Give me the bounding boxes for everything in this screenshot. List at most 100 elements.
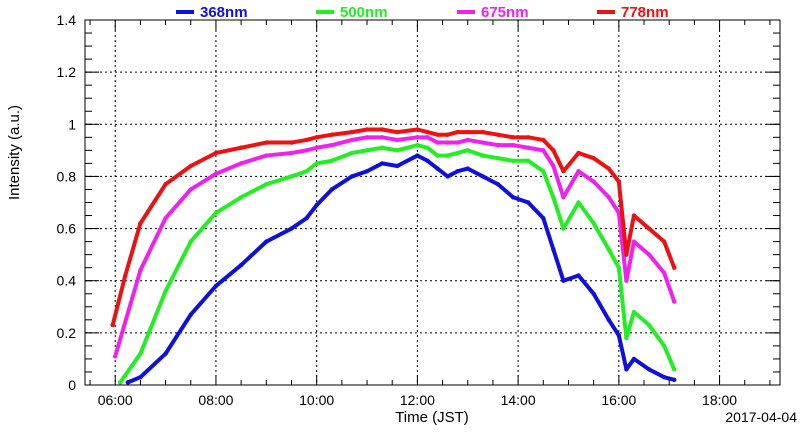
data-point: [616, 179, 622, 184]
data-point: [425, 158, 430, 163]
data-point: [188, 187, 193, 192]
data-point: [304, 169, 309, 174]
data-point: [289, 150, 294, 156]
data-point: [525, 200, 531, 205]
data-point: [213, 283, 219, 289]
series-500nm: [118, 142, 677, 385]
x-tick-label: 10:00: [299, 392, 334, 408]
series-line: [125, 153, 677, 385]
data-point: [425, 129, 430, 135]
data-point: [314, 161, 319, 166]
data-point: [465, 166, 470, 171]
data-point: [646, 226, 652, 231]
data-point: [631, 309, 637, 315]
data-point: [264, 140, 269, 145]
legend-label: 368nm: [200, 4, 248, 21]
data-point: [379, 135, 385, 140]
data-point: [238, 161, 244, 166]
data-point: [445, 132, 450, 137]
data-point: [264, 182, 269, 187]
data-point: [455, 150, 460, 156]
data-point: [125, 380, 131, 385]
data-point: [465, 129, 470, 135]
data-point: [329, 158, 334, 163]
legend-label: 500nm: [340, 4, 388, 21]
data-point: [445, 153, 450, 158]
data-point: [525, 158, 531, 163]
data-point: [616, 265, 622, 270]
series-675nm: [113, 135, 677, 359]
legend-label: 778nm: [621, 4, 669, 21]
data-point: [395, 163, 400, 169]
y-axis-title: Intensity (a.u.): [6, 105, 23, 200]
data-point: [329, 132, 334, 137]
data-point: [624, 335, 629, 341]
data-point: [561, 195, 566, 200]
data-point: [672, 367, 677, 372]
data-point: [364, 169, 370, 174]
data-point: [415, 153, 420, 158]
data-point: [395, 129, 400, 135]
data-point: [631, 356, 637, 362]
data-point: [213, 210, 219, 216]
data-point: [289, 226, 294, 231]
data-point: [510, 158, 516, 163]
data-point: [238, 195, 244, 200]
data-point: [631, 213, 637, 218]
data-point: [395, 137, 400, 143]
data-point: [672, 377, 677, 382]
plot-frame: [84, 19, 781, 386]
data-point: [163, 215, 168, 221]
data-point: [480, 129, 486, 135]
x-tick-label: 18:00: [702, 392, 737, 408]
data-point: [445, 140, 450, 145]
y-tick-label: 1: [68, 116, 76, 132]
data-point: [631, 239, 637, 244]
x-tick-label: 16:00: [601, 392, 636, 408]
data-point: [349, 129, 355, 135]
data-point: [624, 252, 629, 257]
data-point: [480, 140, 486, 145]
data-point: [304, 148, 309, 153]
data-point: [661, 270, 667, 276]
data-point: [606, 317, 611, 323]
data-point: [113, 354, 118, 359]
data-point: [138, 374, 143, 380]
data-point: [445, 174, 450, 179]
data-point: [551, 163, 556, 169]
x-tick-label: 08:00: [198, 392, 233, 408]
data-point: [314, 145, 319, 150]
data-point: [591, 221, 596, 226]
y-tick-label: 1.2: [57, 64, 77, 80]
data-point: [238, 262, 244, 268]
data-point: [480, 153, 486, 158]
data-point: [541, 137, 546, 143]
data-point: [510, 142, 516, 148]
data-point: [138, 221, 143, 226]
x-tick-label: 06:00: [98, 392, 133, 408]
data-point: [425, 135, 430, 140]
data-point: [435, 153, 440, 158]
data-point: [672, 265, 677, 270]
data-point: [118, 380, 123, 385]
data-point: [661, 239, 667, 244]
data-point: [289, 140, 294, 145]
series-368nm: [125, 153, 677, 385]
data-point: [188, 312, 193, 317]
data-point: [435, 132, 440, 137]
y-tick-label: 0.2: [57, 325, 77, 341]
data-point: [525, 135, 531, 140]
data-point: [138, 351, 143, 356]
legend: 368nm 500nm 675nm 778nm: [176, 4, 669, 21]
x-tick-label: 14:00: [501, 392, 536, 408]
data-point: [465, 137, 470, 143]
data-point: [591, 155, 596, 161]
data-point: [616, 210, 622, 216]
data-point: [672, 299, 677, 304]
data-point: [304, 137, 309, 143]
data-point: [646, 252, 652, 257]
data-point: [213, 150, 219, 156]
data-point: [576, 169, 581, 174]
data-point: [576, 273, 581, 278]
